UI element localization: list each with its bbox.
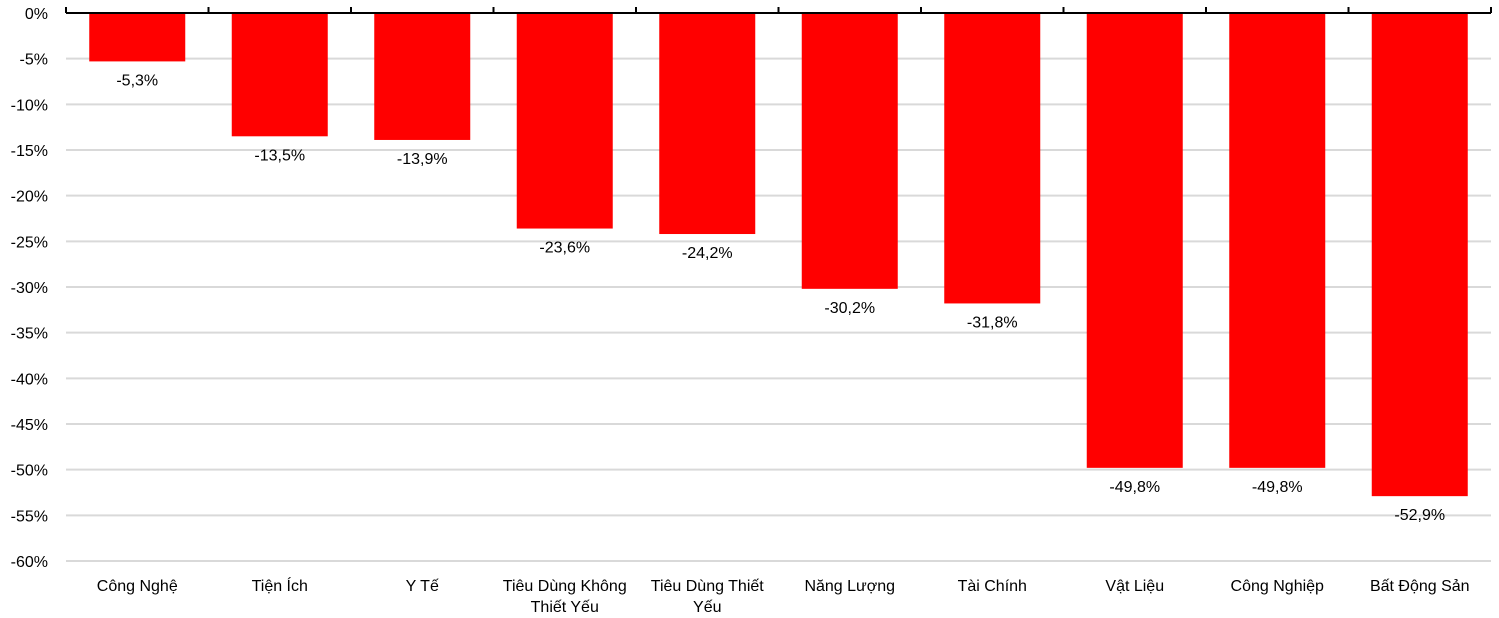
data-label: -5,3%	[116, 72, 158, 89]
data-label: -23,6%	[539, 240, 590, 257]
y-tick-label: -55%	[11, 508, 48, 525]
y-tick-label: -35%	[11, 326, 48, 343]
bars	[89, 13, 1468, 497]
x-axis	[65, 7, 1492, 14]
data-label: -13,5%	[254, 147, 305, 164]
category-labels: Công Nghệ Tiện Ích Y Tế Tiêu Dùng Không Thiế…	[97, 576, 1470, 616]
y-tick-label: 0%	[25, 6, 48, 23]
y-tick-label: -60%	[11, 554, 48, 571]
bar	[1086, 13, 1183, 468]
data-label: -52,9%	[1394, 507, 1445, 524]
data-label: -24,2%	[682, 245, 733, 262]
bar	[516, 13, 613, 229]
category-label: Tiêu Dùng Không Thiết Yếu	[503, 578, 627, 616]
y-tick-label: -25%	[11, 234, 48, 251]
data-label: -31,8%	[967, 314, 1018, 331]
y-tick-label: -20%	[11, 189, 48, 206]
y-axis-tick-labels: 0% -5% -10% -15% -20% -25% -30% -35% -40% -45% -50…	[11, 6, 48, 571]
category-label: Tài Chính	[958, 578, 1027, 595]
bar	[1371, 13, 1468, 497]
category-label: Bất Động Sản	[1370, 578, 1470, 595]
bar	[89, 13, 186, 62]
y-tick-label: -15%	[11, 143, 48, 160]
y-tick-label: -30%	[11, 280, 48, 297]
category-label: Công Nghiệp	[1231, 578, 1325, 595]
category-label: Tiêu Dùng Thiết Yếu	[651, 578, 765, 616]
y-tick-label: -5%	[20, 52, 48, 69]
data-label: -49,8%	[1109, 479, 1160, 496]
data-label: -30,2%	[824, 300, 875, 317]
bar	[944, 13, 1041, 304]
bar	[801, 13, 898, 289]
y-tick-label: -10%	[11, 97, 48, 114]
bar	[1229, 13, 1326, 468]
category-label: Tiện Ích	[252, 576, 308, 595]
y-tick-label: -40%	[11, 371, 48, 388]
data-label: -13,9%	[397, 151, 448, 168]
category-label: Y Tế	[406, 578, 439, 595]
category-label: Năng Lượng	[804, 578, 895, 595]
bar	[231, 13, 328, 137]
category-label: Công Nghệ	[97, 578, 178, 595]
data-label: -49,8%	[1252, 479, 1303, 496]
data-labels: -5,3% -13,5% -13,9% -23,6% -24,2% -30,2% -31,8…	[116, 72, 1445, 524]
category-label: Vật Liệu	[1105, 578, 1164, 595]
y-tick-label: -50%	[11, 463, 48, 480]
bar	[659, 13, 756, 235]
y-tick-label: -45%	[11, 417, 48, 434]
bar	[374, 13, 471, 140]
